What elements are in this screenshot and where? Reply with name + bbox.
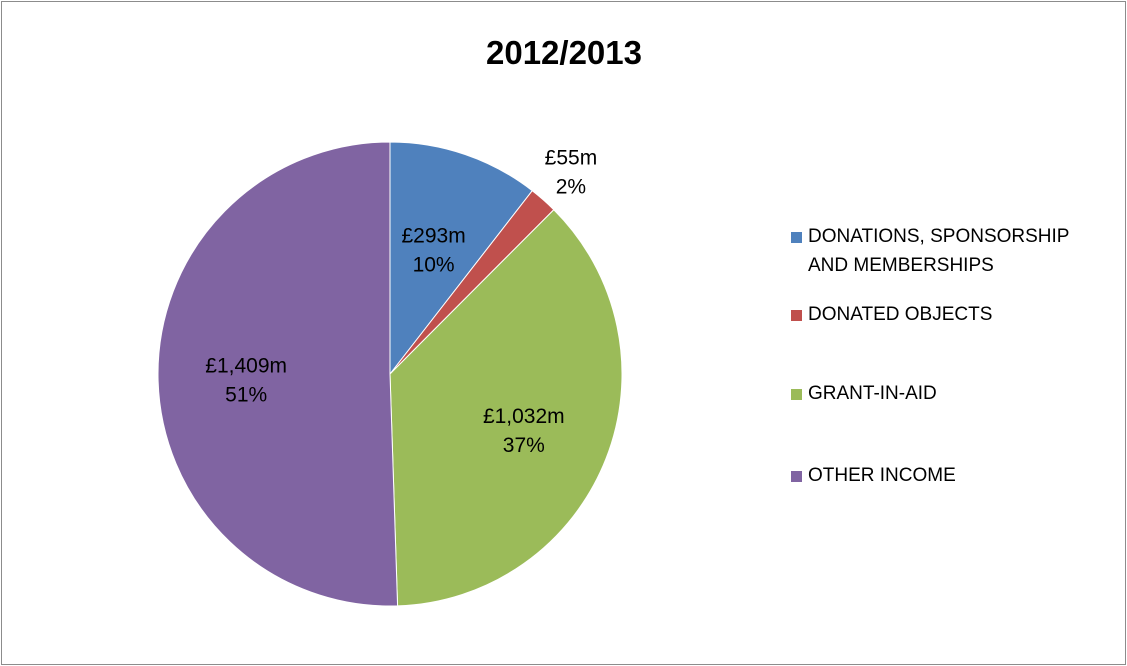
data-label-other-income: £1,409m 51% — [205, 354, 287, 406]
percent-label: 10% — [413, 254, 455, 277]
legend-swatch — [791, 471, 802, 482]
value-label: £1,409m — [205, 354, 287, 377]
legend-item-donations-sponsorship-and-memberships: DONATIONS, SPONSORSHIP AND MEMBERSHIPS — [791, 226, 1069, 276]
pie-slices — [157, 141, 623, 607]
legend-label: DONATIONS, SPONSORSHIP AND MEMBERSHIPS — [808, 226, 1069, 276]
legend-label: OTHER INCOME — [808, 465, 956, 486]
legend-swatch — [791, 310, 802, 321]
data-label-grant-in-aid: £1,032m 37% — [483, 405, 565, 457]
value-label: £293m — [401, 225, 465, 248]
legend: DONATIONS, SPONSORSHIP AND MEMBERSHIPS DON… — [791, 226, 1069, 486]
data-label-donations-sponsorship-and-memberships: £293m 10% — [401, 225, 465, 277]
legend-label: GRANT-IN-AID — [808, 383, 937, 404]
legend-item-donated-objects: DONATED OBJECTS — [791, 304, 992, 325]
slice-labels: £293m 10% £55m 2% £1,032m 37% £1,409m 51% — [205, 147, 597, 457]
pie-slice-other-income — [157, 141, 399, 607]
data-label-donated-objects: £55m 2% — [545, 147, 598, 199]
legend-item-other-income: OTHER INCOME — [791, 465, 956, 486]
value-label: £1,032m — [483, 405, 565, 428]
value-label: £55m — [545, 147, 598, 170]
pie-slice-grant-in-aid — [389, 209, 623, 607]
percent-label: 51% — [225, 383, 267, 406]
chart-title: 2012/2013 — [486, 34, 642, 71]
percent-label: 37% — [503, 434, 545, 457]
legend-label: DONATED OBJECTS — [808, 304, 992, 325]
legend-swatch — [791, 389, 802, 400]
pie-slice-donations-sponsorship-and-memberships — [389, 141, 533, 376]
percent-label: 2% — [556, 176, 586, 199]
legend-swatch — [791, 232, 802, 243]
legend-item-grant-in-aid: GRANT-IN-AID — [791, 383, 937, 404]
